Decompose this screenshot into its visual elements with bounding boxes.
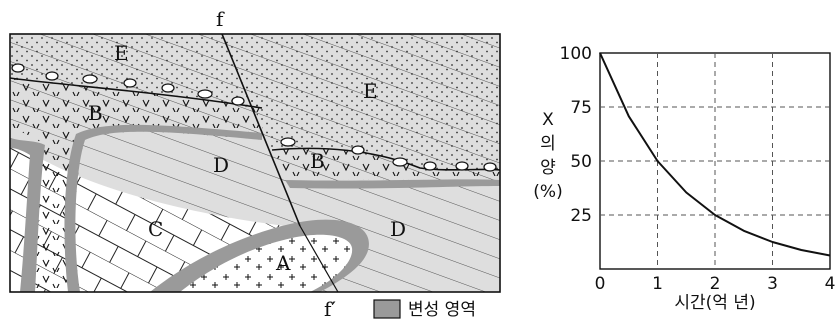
y-axis-label-part: 의	[540, 134, 556, 154]
grid	[600, 53, 830, 269]
label-d-upper: D	[213, 153, 229, 177]
section-frame	[9, 33, 501, 293]
intrusion-a	[180, 234, 353, 292]
layer-b-right	[272, 148, 500, 180]
decay-chart: 0 1 2 3 4 25 50 75 100 X의양 (%) 시간(억 년)	[533, 44, 835, 313]
y-tick-label: 75	[570, 98, 592, 118]
fault-label-top: f	[216, 7, 225, 31]
decay-curve	[599, 52, 831, 257]
y-axis-label-part: X	[542, 110, 554, 130]
fault-line	[221, 34, 301, 227]
x-tick-label: 3	[767, 274, 778, 294]
x-axis-label: 시간(억 년)	[674, 293, 755, 313]
y-axis-label-part: 양	[540, 158, 556, 178]
y-axis-label-part: (%)	[533, 182, 562, 202]
y-tick-label: 25	[570, 206, 592, 226]
label-b-left: B	[88, 101, 103, 125]
x-tick-label: 2	[710, 274, 721, 294]
x-tick-label: 4	[825, 274, 836, 294]
label-c: C	[148, 217, 163, 241]
label-e-right: E	[363, 79, 378, 103]
legend-swatch	[373, 299, 401, 319]
fault-label-bottom: f′	[324, 297, 336, 321]
metamorphic-zone	[64, 124, 262, 292]
pebbles	[11, 63, 497, 172]
y-tick-label: 100	[560, 44, 592, 64]
label-d-lower: D	[390, 217, 406, 241]
layer-e-left	[10, 34, 262, 108]
legend-label: 변성 영역	[408, 300, 476, 320]
x-tick-label: 0	[595, 274, 606, 294]
label-a: A	[275, 251, 291, 275]
cross-section	[10, 34, 500, 292]
x-tick-label: 1	[652, 274, 663, 294]
x-tick-labels: 0 1 2 3 4	[595, 274, 836, 294]
layer-e-right	[222, 34, 500, 170]
label-b-right: B	[310, 149, 325, 173]
metamorphic-zone	[10, 138, 45, 292]
y-tick-labels: 25 50 75 100	[560, 44, 592, 226]
y-axis-label: X의양 (%)	[533, 110, 562, 202]
label-e-left: E	[114, 41, 129, 65]
y-tick-label: 50	[570, 152, 592, 172]
metamorphic-zone	[285, 179, 500, 189]
legend: 변성 영역	[373, 299, 476, 320]
